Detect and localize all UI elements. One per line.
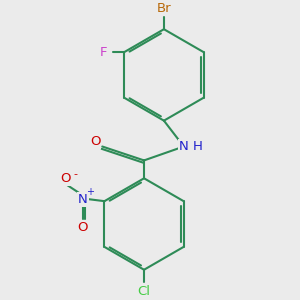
Text: F: F (100, 46, 107, 59)
Text: N: N (78, 193, 87, 206)
Text: O: O (60, 172, 71, 184)
Text: N: N (179, 140, 189, 153)
Text: +: + (86, 187, 94, 197)
Text: -: - (74, 169, 77, 179)
Text: Cl: Cl (137, 285, 151, 298)
Text: Br: Br (157, 2, 171, 15)
Text: O: O (77, 221, 88, 234)
Text: H: H (193, 140, 202, 153)
Text: O: O (90, 135, 101, 148)
